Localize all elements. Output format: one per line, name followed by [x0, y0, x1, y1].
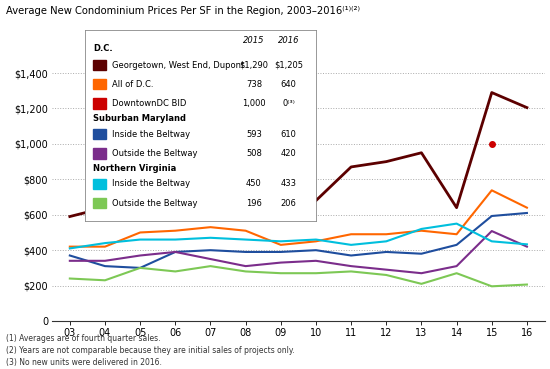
Text: 433: 433	[280, 179, 296, 189]
Text: 2016: 2016	[278, 36, 299, 45]
Text: 420: 420	[280, 149, 296, 158]
Text: 640: 640	[280, 80, 296, 89]
Text: $1,290: $1,290	[239, 61, 268, 69]
Text: 1,000: 1,000	[242, 99, 266, 108]
Text: 593: 593	[246, 130, 262, 139]
Text: (2) Years are not comparable because they are initial sales of projects only.: (2) Years are not comparable because the…	[6, 346, 294, 355]
Bar	[94, 179, 106, 189]
Text: 508: 508	[246, 149, 262, 158]
Text: (1) Averages are of fourth quarter sales.: (1) Averages are of fourth quarter sales…	[6, 334, 160, 343]
Text: 0⁽³⁾: 0⁽³⁾	[282, 99, 295, 108]
Text: Suburban Maryland: Suburban Maryland	[94, 114, 186, 123]
Text: Outside the Beltway: Outside the Beltway	[112, 199, 197, 208]
Bar	[94, 60, 106, 70]
Text: 206: 206	[280, 199, 296, 208]
Text: Georgetown, West End, Dupont: Georgetown, West End, Dupont	[112, 61, 244, 69]
Bar	[94, 79, 106, 89]
Text: D.C.: D.C.	[94, 44, 113, 53]
Text: Average New Condominium Prices Per SF in the Region, 2003–2016⁽¹⁾⁽²⁾: Average New Condominium Prices Per SF in…	[6, 6, 360, 15]
Text: Inside the Beltway: Inside the Beltway	[112, 179, 190, 189]
Text: 450: 450	[246, 179, 262, 189]
Text: 2015: 2015	[243, 36, 265, 45]
Text: Inside the Beltway: Inside the Beltway	[112, 130, 190, 139]
Text: 610: 610	[280, 130, 296, 139]
Text: Outside the Beltway: Outside the Beltway	[112, 149, 197, 158]
Text: All of D.C.: All of D.C.	[112, 80, 153, 89]
Bar	[94, 98, 106, 108]
Text: Northern Virginia: Northern Virginia	[94, 164, 177, 173]
Bar	[94, 129, 106, 139]
Text: $1,205: $1,205	[274, 61, 303, 69]
Text: 738: 738	[246, 80, 262, 89]
Bar	[94, 198, 106, 208]
Text: DowntownDC BID: DowntownDC BID	[112, 99, 186, 108]
Text: (3) No new units were delivered in 2016.: (3) No new units were delivered in 2016.	[6, 358, 161, 366]
Bar	[94, 148, 106, 159]
Text: 196: 196	[246, 199, 262, 208]
